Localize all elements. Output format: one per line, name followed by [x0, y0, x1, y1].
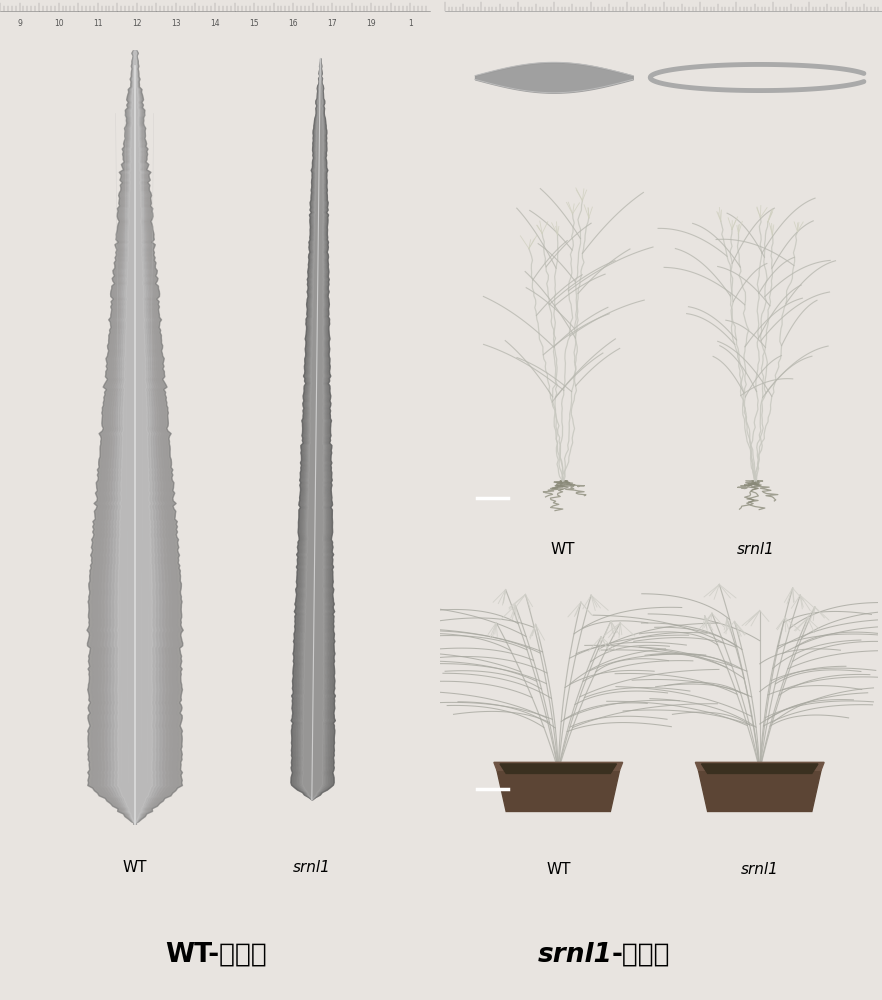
Text: WT: WT — [123, 860, 146, 875]
Polygon shape — [695, 762, 824, 770]
Text: srnl1: srnl1 — [293, 860, 331, 875]
Text: 15: 15 — [250, 19, 259, 28]
Text: srnl1: srnl1 — [538, 942, 613, 968]
Text: 10: 10 — [54, 19, 64, 28]
Text: -突变体: -突变体 — [612, 942, 670, 968]
Polygon shape — [494, 762, 623, 770]
Text: srnl1: srnl1 — [741, 862, 779, 878]
Polygon shape — [701, 764, 818, 773]
Polygon shape — [699, 770, 821, 811]
Text: 16: 16 — [288, 19, 298, 28]
Text: WT: WT — [550, 542, 575, 558]
Text: WT: WT — [546, 862, 571, 878]
Polygon shape — [500, 764, 617, 773]
Text: 9: 9 — [17, 19, 22, 28]
Text: 14: 14 — [210, 19, 220, 28]
Text: srnl1: srnl1 — [736, 542, 774, 558]
Text: 12: 12 — [132, 19, 142, 28]
Text: 17: 17 — [327, 19, 337, 28]
Text: 13: 13 — [171, 19, 181, 28]
Text: 11: 11 — [93, 19, 102, 28]
Polygon shape — [497, 770, 619, 811]
Text: WT-野生型: WT-野生型 — [165, 942, 267, 968]
Text: 19: 19 — [367, 19, 377, 28]
Text: 1: 1 — [408, 19, 413, 28]
